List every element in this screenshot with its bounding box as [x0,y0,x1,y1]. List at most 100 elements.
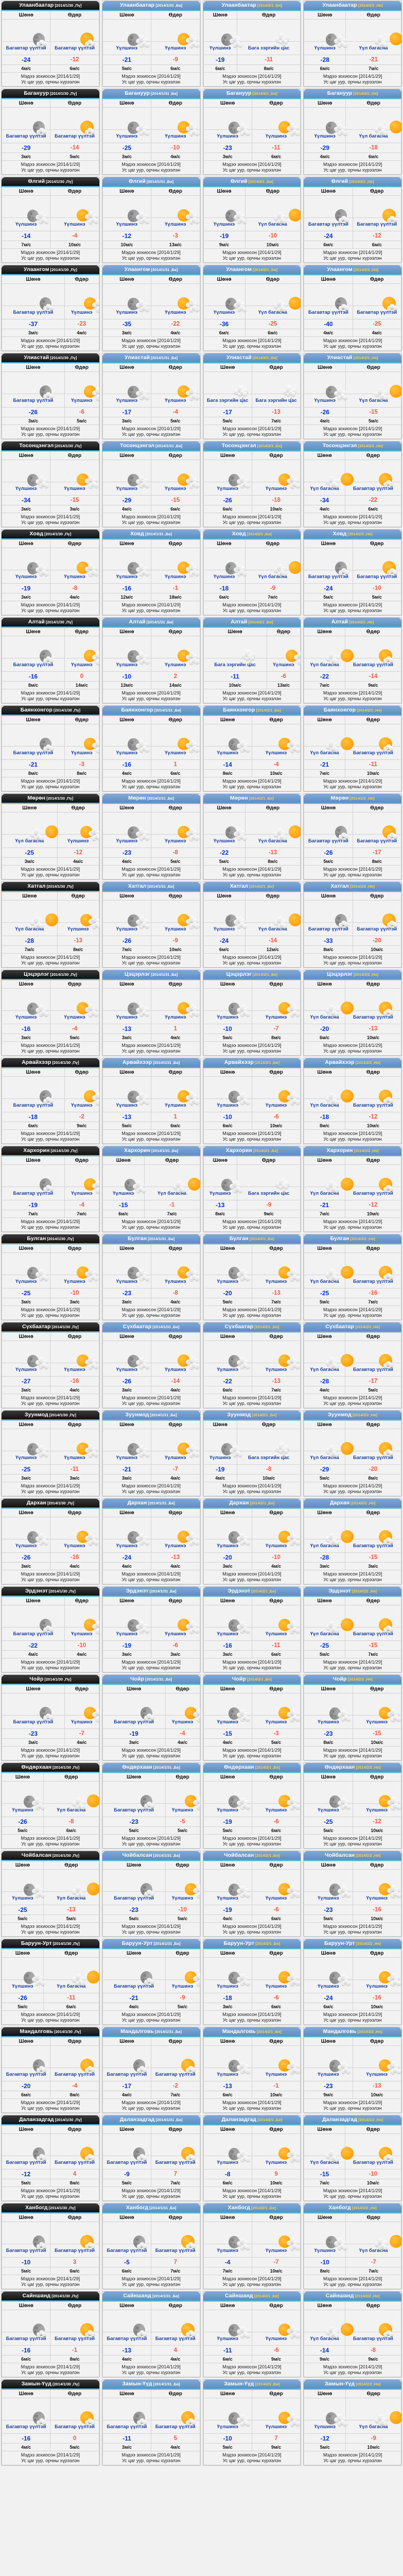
forecast-table: Шөнө Өдөр Үүлшинэ Үүлшинэ -29 -15 4м/с 6м/с Мэдэ… [102,451,200,527]
night-icon-cell [203,812,247,841]
forecast-card: Улиастай [2014/2/2 ,Ня] Шөнө Өдөр Үүлшинэ Үүл… [302,352,403,440]
temp-max: -1 [50,2345,99,2355]
night-icon-cell [102,1164,146,1193]
footer-agency: Ус цаг уур, орчны хүрээлэн [21,608,80,613]
city-name: Баруун-Урт [223,1940,255,1946]
city-name: Мандалговь [222,2028,256,2035]
forecast-table: Шөнө Өдөр ❄ ❄ Бага зэргийн цас Бага зэргийн ц… [203,363,301,439]
column-header-night: Шөнө [1,2213,51,2222]
temp-min: -8 [203,2169,252,2179]
forecast-card: Эрдэнэт [2014/2/2 ,Ня] Шөнө Өдөр Үүл багасна… [302,1586,403,1674]
card-footer: Мэдээ зохиосон [2014/1/29] Ус цаг уур, ор… [304,953,401,968]
day-icon-cell [50,988,99,1018]
column-header-day: Өдөр [352,539,402,548]
card-footer: Мэдээ зохиосон [2014/1/29] Ус цаг уур, ор… [102,336,200,351]
card-footer: Мэдээ зохиосон [2014/1/29] Ус цаг уур, ор… [304,1746,401,1760]
column-header-day: Өдөр [251,1861,301,1870]
forecast-card: Өндөрхаан [2014/1/31 ,Ба] Шөнө Өдөр Багавтар… [101,1762,202,1850]
night-wind: 3м/с [102,1298,152,1306]
city-name: Даланзадгад [221,2116,257,2123]
temp-max: -16 [352,1905,402,1915]
forecast-date: [2014/2/1 ,Бя] [255,1941,281,1946]
temp-max: -16 [50,1552,99,1563]
forecast-date: [2014/1/30 ,Пү] [44,1677,72,1682]
forecast-table: Шөнө Өдөр Үүлшинэ Үүл багасна -26 -11 5м/с 6м/с… [1,1949,99,2025]
day-icon-cell [151,900,200,930]
forecast-date: [2014/1/31 ,Ба] [153,1060,180,1065]
footer-issued: Мэдээ зохиосон [2014/1/29] [21,1659,80,1665]
forecast-table: Шөнө Өдөр Үүл багасна Багавтар үүлтэй -21 -11… [304,716,402,791]
forecast-card: Мөрөн [2014/2/2 ,Ня] Шөнө Өдөр Багавтар үүлт… [302,793,403,881]
card-footer: Мэдээ зохиосон [2014/1/29] Ус цаг уур, ор… [2,2010,99,2025]
footer-agency: Ус цаг уур, орчны хүрээлэн [21,2194,80,2199]
temp-max: -1 [144,1200,200,1210]
day-icon-cell [244,900,301,929]
forecast-date: [2014/1/31 ,Ба] [150,91,178,96]
card-footer: Мэдээ зохиосон [2014/1/29] Ус цаг уур, ор… [203,1306,301,1320]
day-wind: 10м/с [251,2091,301,2099]
column-header-night: Шөнө [102,363,152,372]
city-name: Өлгий [331,178,348,184]
footer-agency: Ус цаг уур, орчны хүрээлэн [323,2106,382,2111]
night-icon-cell [203,2398,252,2427]
footer-agency: Ус цаг уур, орчны хүрээлэн [21,1225,80,1230]
temp-max: -10 [165,1905,200,1915]
forecast-date: [2014/2/2 ,Ня] [355,1060,380,1065]
night-icon-cell [203,1869,252,1898]
column-header-day: Өдөр [151,1420,200,1429]
temp-min: -33 [304,936,353,946]
forecast-card: Улиастай [2014/1/30 ,Пү] Шөнө Өдөр Багавтар … [0,352,101,440]
forecast-card: Тосонцэнгэл [2014/2/1 ,Бя] Шөнө Өдөр Үүлшинэ… [202,440,303,529]
temp-min: -14 [1,231,51,241]
city-name: Эрдэнэт [227,1588,251,1594]
day-icon-cell [344,1252,402,1282]
column-header-day: Өдөр [344,1244,402,1253]
temp-max: 3 [50,2257,99,2267]
day-icon-cell [251,1781,301,1811]
card-footer: Мэдээ зохиосон [2014/1/29] Ус цаг уур, ор… [304,1570,401,1584]
night-icon-cell [304,1693,353,1722]
forecast-table: Шөнө Өдөр Үүлшинэ Үүлшинэ -25 -10 3м/с 4м/с Мэдэ… [102,99,200,175]
night-wind: 4м/с [304,417,346,425]
temp-min: -13 [203,1200,238,1210]
night-wind: 3м/с [203,1650,252,1658]
forecast-date: [2014/2/1 ,Бя] [255,1765,280,1770]
temp-min: -26 [304,407,346,417]
footer-issued: Мэдээ зохиосон [2014/1/29] [222,1219,282,1224]
column-header-day: Өдөр [251,1068,301,1077]
card-header: Арвайхээр [2014/1/30 ,Пү] [2,1058,99,1068]
forecast-date: [2014/2/2 ,Ня] [356,2382,381,2386]
night-wind: 6м/с [304,64,346,73]
footer-agency: Ус цаг уур, орчны хүрээлэн [21,960,80,965]
day-wind: 4м/с [151,1386,200,1394]
day-icon-cell [344,1517,402,1546]
day-icon-cell [57,900,99,930]
temp-min: -21 [102,55,152,65]
footer-issued: Мэдээ зохиосон [2014/1/29] [121,1043,181,1048]
city-name: Эрдэнэт [328,1588,352,1594]
footer-agency: Ус цаг уур, орчны хүрээлэн [21,696,80,701]
temp-max: -7 [345,2257,401,2267]
night-wind: 6м/с [203,505,252,513]
temp-max: -11 [237,55,301,65]
day-icon-cell [165,1957,200,1987]
night-condition: Багавтар үүлтэй [1,2244,51,2258]
forecast-card: Даланзадгад [2014/1/31 ,Ба] Шөнө Өдөр Багавт… [101,2114,202,2202]
day-wind: 10м/с [50,241,99,249]
temp-min: -18 [304,1112,345,1122]
temp-min: -34 [1,495,51,505]
temp-min: -21 [102,1464,152,1475]
card-header: Ховд [2014/1/30 ,Пү] [2,530,99,539]
column-header-night: Шөнө [203,1068,252,1077]
footer-agency: Ус цаг уур, орчны хүрээлэн [122,1929,181,1935]
forecast-card: Хархорин [2014/2/1 ,Бя] Шөнө Өдөр ❄ Үүлшинэ Ба… [202,1145,303,1233]
footer-issued: Мэдээ зохиосон [2014/1/29] [121,2100,181,2105]
footer-issued: Мэдээ зохиосон [2014/1/29] [323,1131,382,1136]
temp-min: -27 [1,1376,51,1386]
sun-shape [337,2320,357,2339]
sun-shape [185,1175,200,1194]
footer-issued: Мэдээ зохиосон [2014/1/29] [323,1571,382,1577]
footer-agency: Ус цаг уур, орчны хүрээлэн [21,784,80,789]
footer-issued: Мэдээ зохиосон [2014/1/29] [323,690,382,696]
city-name: Өлгий [129,178,146,184]
